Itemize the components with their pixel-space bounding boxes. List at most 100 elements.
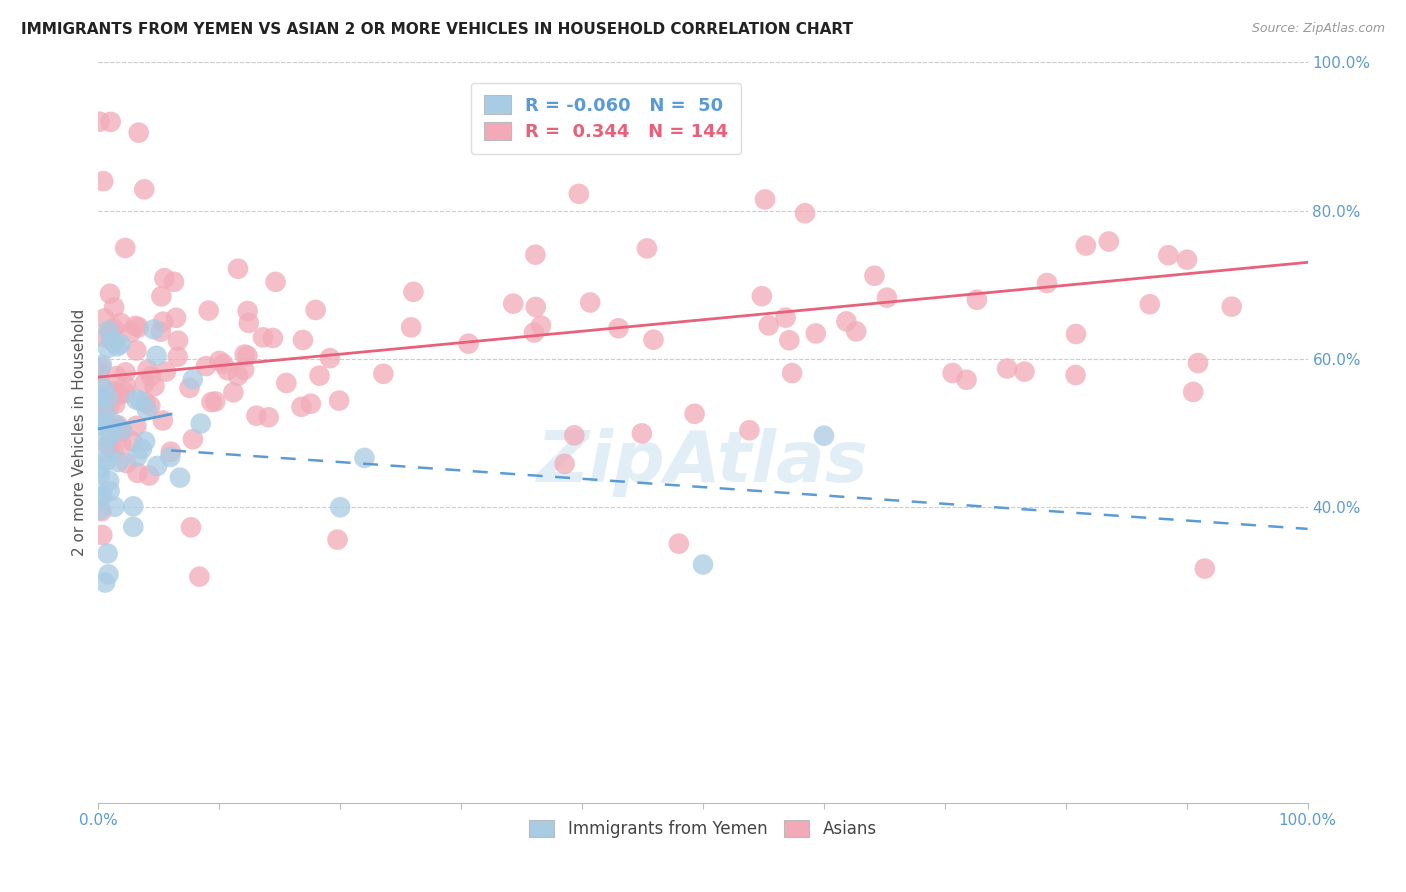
Point	[166, 350, 188, 364]
Point	[94, 406, 117, 420]
Point	[122, 500, 145, 514]
Point	[181, 432, 204, 446]
Point	[804, 326, 827, 341]
Point	[942, 366, 965, 380]
Point	[169, 470, 191, 484]
Point	[233, 347, 256, 361]
Point	[245, 409, 267, 423]
Point	[120, 326, 142, 340]
Point	[98, 474, 121, 488]
Point	[1036, 276, 1059, 290]
Point	[97, 438, 120, 452]
Point	[89, 417, 111, 432]
Point	[103, 384, 125, 399]
Point	[89, 468, 111, 483]
Point	[128, 320, 150, 334]
Point	[222, 385, 245, 400]
Point	[226, 261, 249, 276]
Point	[326, 533, 349, 547]
Point	[103, 300, 125, 314]
Point	[93, 330, 115, 344]
Point	[738, 423, 761, 437]
Point	[96, 432, 118, 446]
Point	[100, 326, 122, 340]
Point	[90, 358, 112, 372]
Point	[167, 334, 190, 348]
Point	[94, 575, 117, 590]
Point	[554, 457, 576, 471]
Point	[129, 394, 152, 409]
Point	[402, 285, 425, 299]
Point	[134, 434, 156, 449]
Point	[91, 174, 114, 188]
Point	[1064, 326, 1087, 341]
Point	[103, 500, 125, 514]
Point	[290, 400, 312, 414]
Point	[104, 417, 127, 432]
Point	[523, 326, 546, 340]
Point	[93, 381, 115, 395]
Point	[131, 442, 153, 456]
Point	[103, 442, 125, 457]
Point	[97, 547, 120, 561]
Point	[813, 429, 835, 443]
Point	[562, 428, 585, 442]
Point	[104, 397, 127, 411]
Point	[89, 490, 111, 504]
Point	[100, 334, 122, 348]
Point	[236, 349, 259, 363]
Point	[1187, 356, 1209, 370]
Legend: Immigrants from Yemen, Asians: Immigrants from Yemen, Asians	[522, 812, 884, 847]
Point	[107, 418, 129, 433]
Point	[165, 310, 187, 325]
Point	[197, 303, 219, 318]
Point	[142, 322, 165, 336]
Point	[328, 393, 350, 408]
Point	[105, 339, 128, 353]
Point	[995, 361, 1018, 376]
Point	[238, 316, 260, 330]
Point	[125, 418, 148, 433]
Point	[110, 438, 132, 452]
Point	[794, 206, 817, 220]
Point	[319, 351, 342, 366]
Point	[683, 407, 706, 421]
Point	[373, 367, 395, 381]
Point	[200, 395, 222, 409]
Point	[530, 318, 553, 333]
Point	[153, 271, 176, 285]
Point	[155, 365, 177, 379]
Point	[568, 186, 591, 201]
Point	[115, 456, 138, 470]
Point	[115, 378, 138, 392]
Point	[257, 410, 280, 425]
Point	[121, 434, 143, 449]
Point	[98, 428, 121, 442]
Point	[93, 311, 115, 326]
Point	[96, 454, 118, 468]
Point	[308, 368, 330, 383]
Point	[194, 359, 217, 373]
Point	[399, 320, 422, 334]
Point	[188, 570, 211, 584]
Point	[1064, 368, 1087, 382]
Point	[89, 114, 111, 128]
Point	[89, 365, 111, 379]
Point	[89, 378, 111, 392]
Point	[1139, 297, 1161, 311]
Point	[775, 310, 797, 325]
Point	[1157, 248, 1180, 262]
Text: IMMIGRANTS FROM YEMEN VS ASIAN 2 OR MORE VEHICLES IN HOUSEHOLD CORRELATION CHART: IMMIGRANTS FROM YEMEN VS ASIAN 2 OR MORE…	[21, 22, 853, 37]
Point	[955, 373, 977, 387]
Point	[353, 450, 375, 465]
Point	[233, 363, 256, 377]
Y-axis label: 2 or more Vehicles in Household: 2 or more Vehicles in Household	[72, 309, 87, 557]
Point	[754, 193, 776, 207]
Point	[835, 314, 858, 328]
Point	[127, 466, 149, 480]
Point	[226, 368, 249, 383]
Point	[136, 362, 159, 376]
Point	[114, 366, 136, 380]
Point	[1220, 300, 1243, 314]
Point	[90, 388, 112, 402]
